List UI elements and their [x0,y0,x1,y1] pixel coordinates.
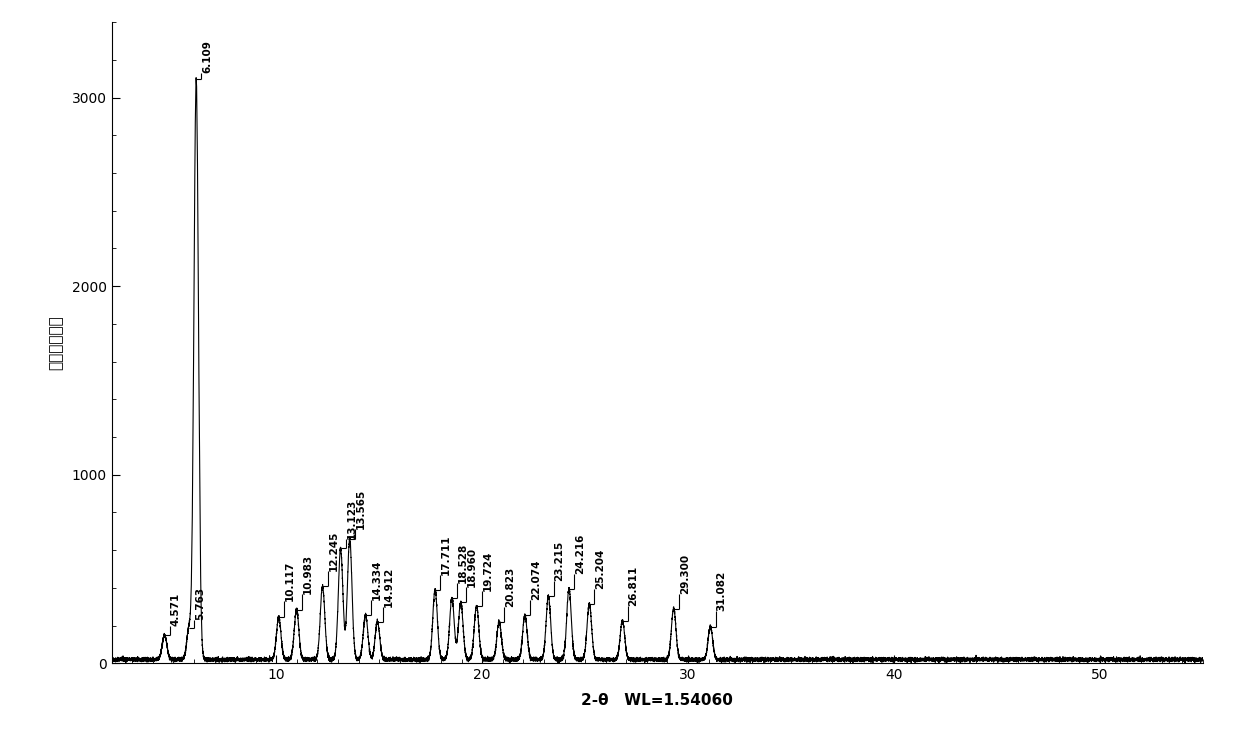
Text: 10.983: 10.983 [303,553,312,593]
Y-axis label: 强度（计数）: 强度（计数） [48,315,63,370]
Text: 19.724: 19.724 [482,551,492,590]
Text: 26.811: 26.811 [629,565,639,606]
X-axis label: 2-θ   WL=1.54060: 2-θ WL=1.54060 [582,694,733,708]
Text: 22.074: 22.074 [531,559,541,600]
Text: 4.571: 4.571 [171,593,181,626]
Text: 24.216: 24.216 [575,534,585,573]
Text: 20.823: 20.823 [506,567,516,607]
Text: 25.204: 25.204 [595,548,605,589]
Text: 12.245: 12.245 [329,531,339,571]
Text: 10.117: 10.117 [285,561,295,601]
Text: 14.912: 14.912 [383,567,393,607]
Text: 6.109: 6.109 [202,40,212,73]
Text: 17.711: 17.711 [441,534,451,575]
Text: 23.215: 23.215 [554,541,564,581]
Text: 13.565: 13.565 [356,489,366,529]
Text: 5.763: 5.763 [195,587,206,620]
Text: 14.334: 14.334 [372,559,382,600]
Text: 31.082: 31.082 [717,571,727,612]
Text: 29.300: 29.300 [680,553,689,593]
Text: 18.528: 18.528 [458,543,467,583]
Text: 13.123: 13.123 [347,499,357,539]
Text: 18.960: 18.960 [467,547,477,587]
